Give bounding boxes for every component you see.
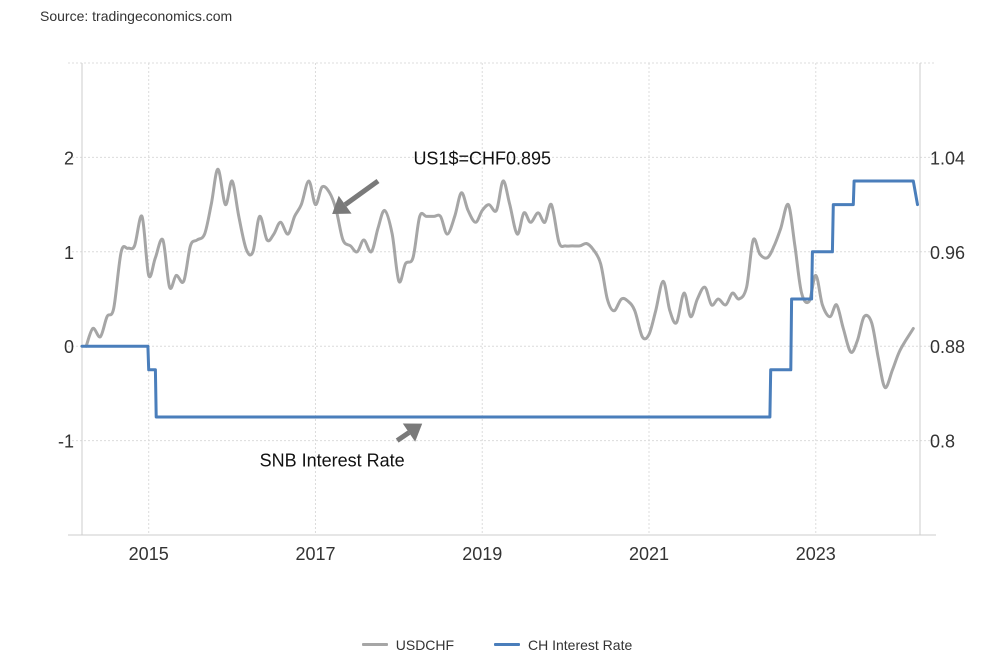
annotation-arrow-head-1 [332, 195, 352, 215]
left-y-tick-label: -1 [58, 432, 74, 452]
series-lines [80, 167, 919, 419]
source-label: Source: tradingeconomics.com [40, 8, 233, 24]
grid-lines [68, 62, 936, 535]
legend-item-usdchf[interactable]: USDCHF [361, 636, 455, 653]
annotation-arrow-shaft-1 [343, 178, 380, 207]
legend-label-ch-interest-rate: CH Interest Rate [527, 636, 633, 653]
series-line-usdchf [84, 167, 915, 390]
legend: USDCHF CH Interest Rate [0, 633, 994, 653]
right-y-tick-label: 1.04 [930, 148, 965, 168]
x-tick-label: 2019 [462, 544, 502, 564]
annotation-arrow-shaft-2 [395, 430, 411, 443]
left-y-tick-label: 1 [64, 243, 74, 263]
x-tick-label: 2021 [629, 544, 669, 564]
x-tick-label: 2015 [129, 544, 169, 564]
x-tick-label: 2017 [295, 544, 335, 564]
legend-swatch-usdchf [361, 643, 388, 646]
x-tick-label: 2023 [796, 544, 836, 564]
legend-label-usdchf: USDCHF [395, 636, 455, 653]
series-line-ch-interest-rate [80, 179, 919, 419]
left-y-tick-label: 2 [64, 148, 74, 168]
annotation-label-1: US1$=CHF0.895 [413, 148, 551, 168]
annotations: US1$=CHF0.895 SNB Interest Rate [260, 148, 551, 470]
right-y-tick-label: 0.96 [930, 243, 965, 263]
legend-item-ch-interest-rate[interactable]: CH Interest Rate [493, 636, 633, 653]
annotation-label-2: SNB Interest Rate [260, 450, 405, 470]
annotation-arrow-head-2 [402, 423, 423, 442]
axes [68, 63, 936, 536]
left-y-tick-label: 0 [64, 337, 74, 357]
tick-labels: 2015 2017 2019 2021 2023 2 1 0 -1 1.04 0.96 0.88 0.8 [58, 148, 965, 564]
right-y-tick-label: 0.8 [930, 432, 955, 452]
right-y-tick-label: 0.88 [930, 337, 965, 357]
legend-swatch-ch-interest-rate [493, 643, 520, 646]
